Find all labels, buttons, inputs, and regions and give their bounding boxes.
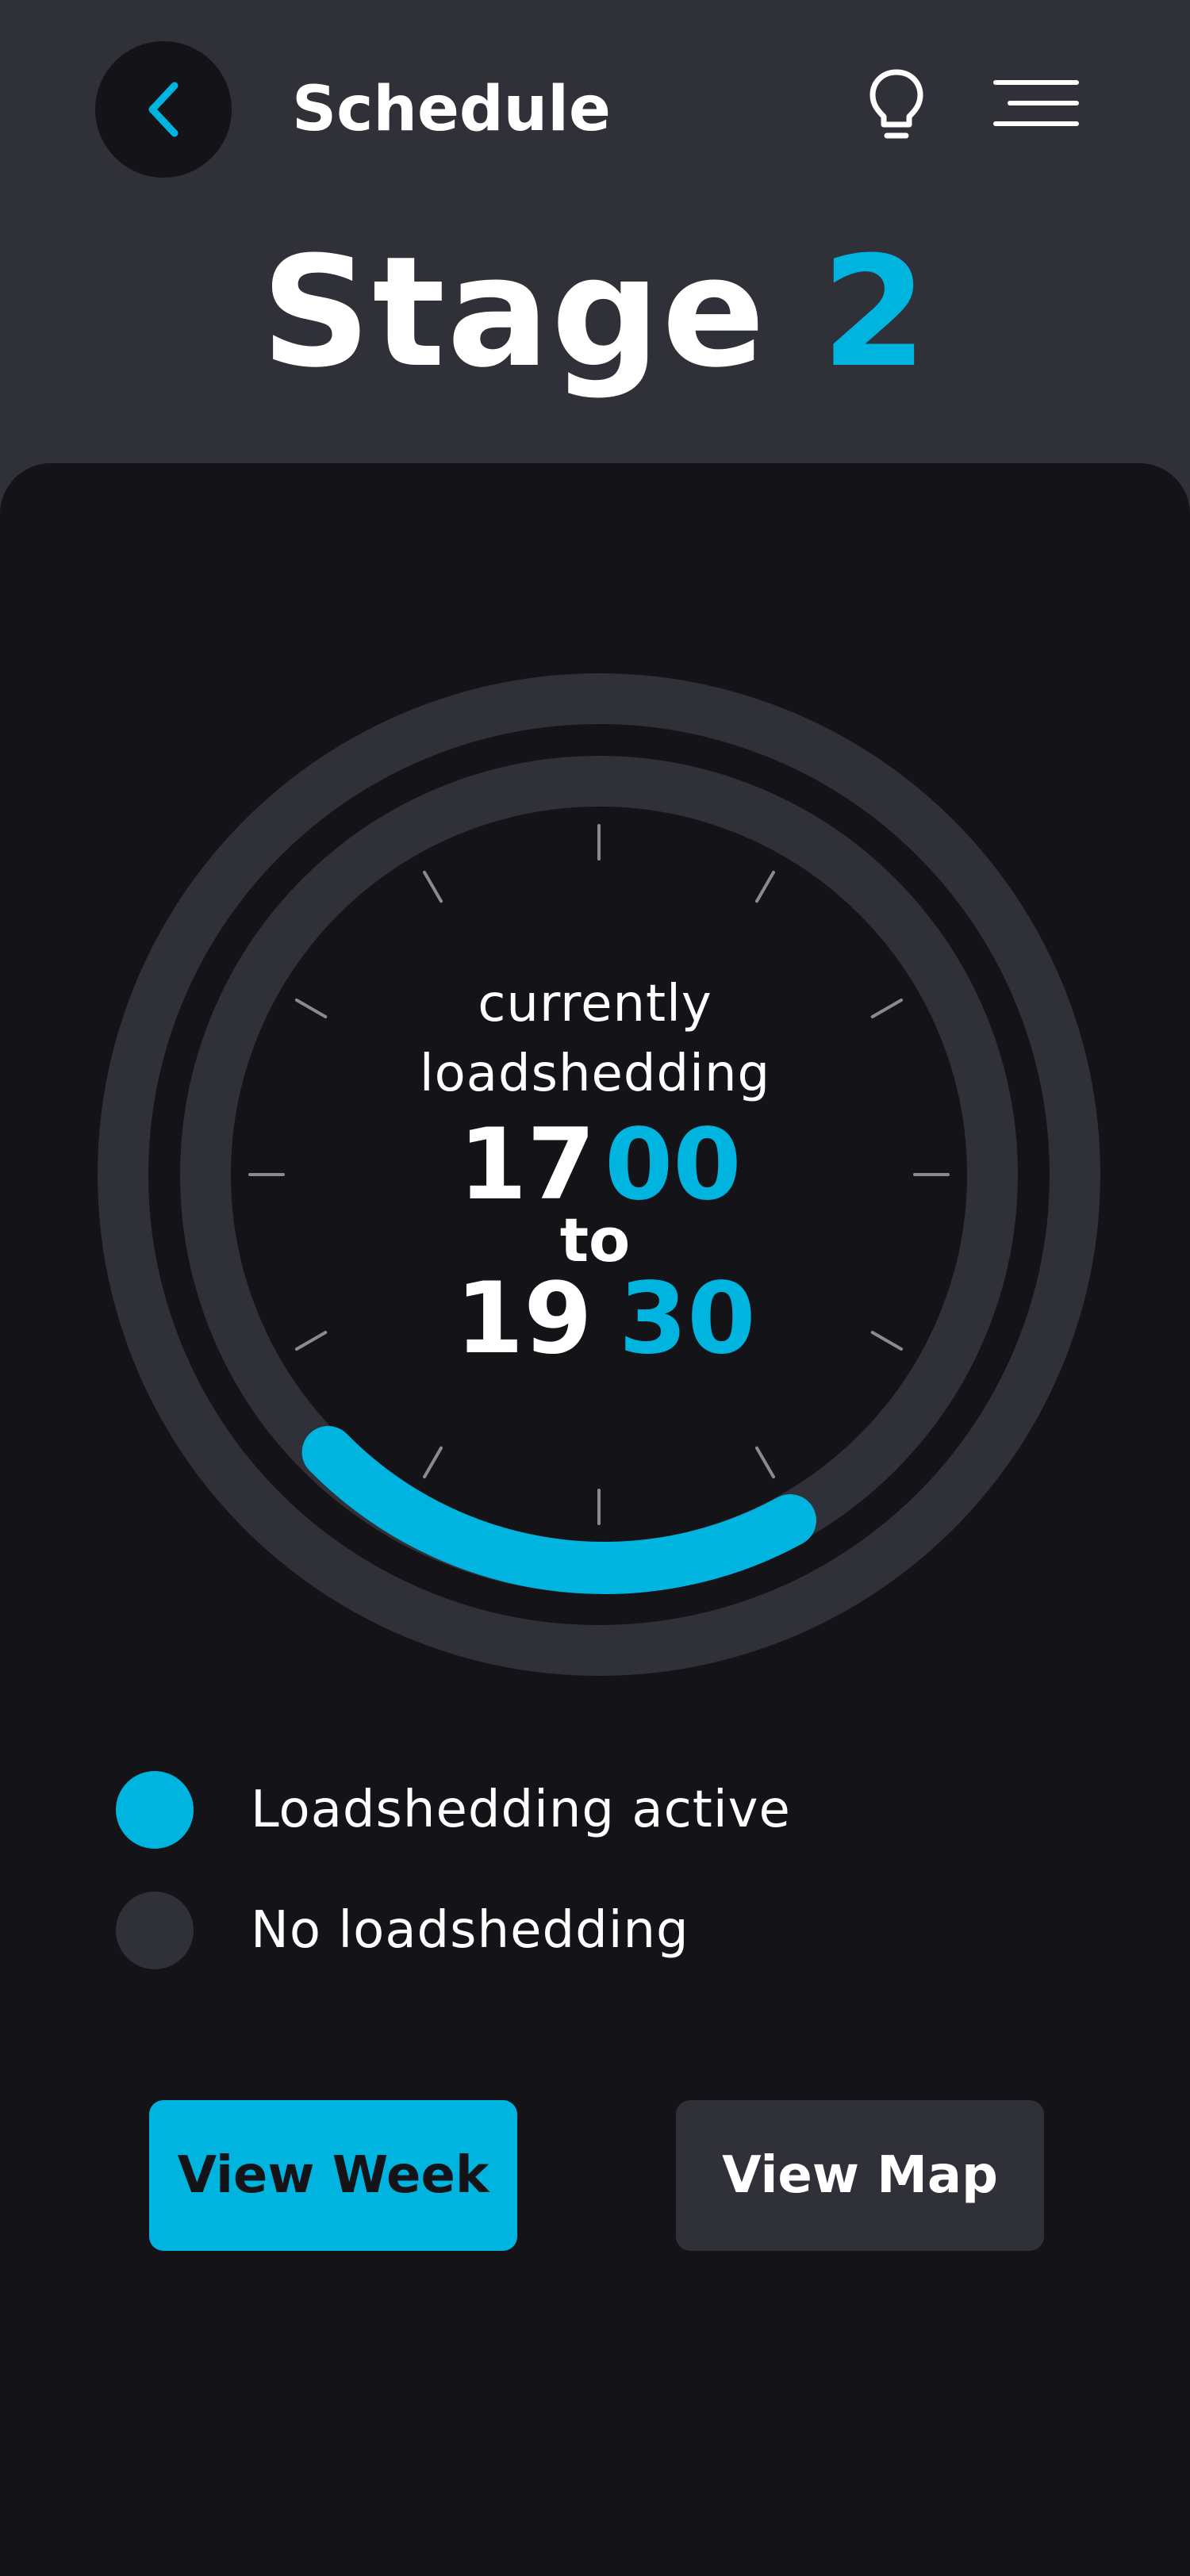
start-hour: 17 (459, 1108, 596, 1222)
dial-tick (870, 1331, 904, 1351)
to-label: to (559, 1205, 631, 1275)
menu-button[interactable] (988, 71, 1084, 135)
dial-tick (294, 999, 328, 1018)
dial-caption: currently loadshedding (0, 969, 1190, 1109)
legend-item-active: Loadshedding active (116, 1770, 791, 1850)
chevron-left-icon (148, 82, 178, 137)
legend-active-dot (116, 1771, 194, 1849)
dial-tick (870, 999, 904, 1018)
start-time: 17 00 (0, 1114, 1190, 1217)
view-map-button[interactable]: View Map (676, 2100, 1044, 2251)
dial-tick (755, 1446, 775, 1479)
view-week-button[interactable]: View Week (149, 2100, 517, 2251)
stage-label: Stage (261, 224, 767, 401)
legend-inactive-label: No loadshedding (251, 1901, 689, 1960)
dial-tick (755, 870, 775, 903)
end-time: 19 30 (0, 1267, 1190, 1370)
dial-tick (423, 1446, 443, 1479)
header: Schedule Stage 2 (0, 0, 1190, 463)
stage-heading: Stage 2 (0, 230, 1190, 397)
hamburger-menu-icon (993, 80, 1079, 126)
caption-line-1: currently (478, 975, 712, 1033)
legend-active-label: Loadshedding active (251, 1781, 791, 1839)
legend-item-inactive: No loadshedding (116, 1891, 689, 1970)
active-period-arc (301, 1426, 816, 1594)
dial-outer-ring (98, 673, 1100, 1676)
dial-tick (294, 1331, 328, 1351)
schedule-dial (98, 673, 1100, 1676)
dial-tick (423, 870, 443, 903)
caption-line-2: loadshedding (419, 1045, 771, 1103)
page-title: Schedule (292, 74, 611, 145)
dial-ticks (248, 824, 950, 1525)
lightbulb-icon (869, 69, 923, 139)
start-minute: 00 (605, 1108, 742, 1222)
legend-inactive-dot (116, 1892, 194, 1969)
end-minute: 30 (619, 1262, 756, 1376)
tips-button[interactable] (857, 63, 936, 151)
end-hour: 19 (455, 1262, 593, 1376)
stage-number: 2 (821, 224, 929, 401)
back-button[interactable] (95, 41, 232, 178)
